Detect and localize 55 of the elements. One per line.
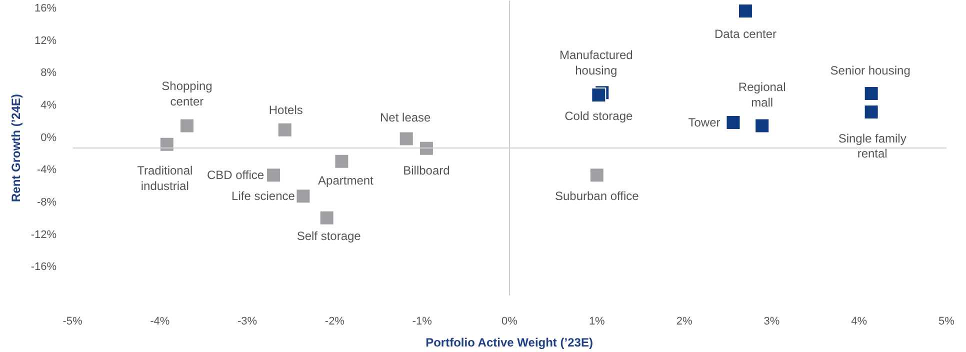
y-tick-label: 12% — [34, 34, 57, 47]
point — [266, 168, 282, 183]
point — [738, 4, 753, 19]
point — [334, 154, 350, 169]
x-tick-label: -1% — [412, 316, 432, 328]
y-tick-label: 8% — [40, 67, 57, 80]
point — [296, 188, 311, 204]
x-tick-label: -3% — [238, 316, 258, 328]
x-tick-label: 3% — [764, 316, 780, 328]
annotation: Apartment — [318, 173, 374, 188]
annotation: Shopping center — [162, 79, 212, 108]
annotation: Traditional industrial — [137, 164, 193, 194]
point — [398, 131, 414, 146]
point — [589, 168, 604, 183]
annotation: Manufactured housing — [559, 48, 633, 78]
x-tick-label: -2% — [324, 316, 345, 328]
point — [591, 88, 606, 103]
annotation: Single family rental — [838, 131, 906, 161]
annotation: Life science — [232, 189, 296, 204]
x-tick-label: -5% — [62, 316, 82, 328]
x-tick-label: 0% — [502, 316, 518, 328]
annotation: CBD office — [206, 168, 264, 182]
annotation: Suburban office — [554, 189, 640, 204]
x-tick-label: 2% — [676, 316, 692, 328]
annotation: Data center — [714, 27, 777, 42]
x-tick-label: -4% — [150, 316, 170, 328]
y-tick-label: -4% — [36, 164, 57, 176]
point — [418, 140, 434, 156]
annotation: Cold storage — [564, 109, 633, 124]
point — [726, 115, 741, 130]
annotation: Net lease — [380, 110, 432, 125]
y-tick-label: 0% — [40, 132, 57, 144]
y-tick-label: -12% — [30, 228, 57, 241]
y-axis-title: Rent Growth (’24E) — [8, 94, 23, 202]
x-tick-label: 1% — [588, 316, 606, 328]
y-tick-label: -16% — [30, 261, 57, 274]
annotation: Billboard — [403, 163, 450, 178]
y-tick-label: 16% — [34, 2, 57, 15]
point — [754, 118, 770, 134]
point — [277, 122, 292, 138]
point — [159, 136, 174, 152]
x-tick-label: 4% — [851, 316, 868, 328]
x-axis-title: Portfolio Active Weight (’23E) — [426, 336, 593, 350]
point — [864, 104, 879, 120]
point — [179, 118, 194, 134]
point — [319, 210, 334, 226]
annotation: Regional mall — [738, 80, 786, 110]
annotation: Tower — [688, 116, 720, 130]
x-tick-label: 5% — [938, 316, 955, 328]
y-tick-label: 4% — [40, 100, 57, 112]
annotation: Self storage — [296, 228, 362, 243]
point — [864, 86, 879, 101]
annotation: Hotels — [268, 102, 303, 117]
y-tick-label: -8% — [36, 196, 57, 209]
annotation: Senior housing — [830, 63, 910, 78]
